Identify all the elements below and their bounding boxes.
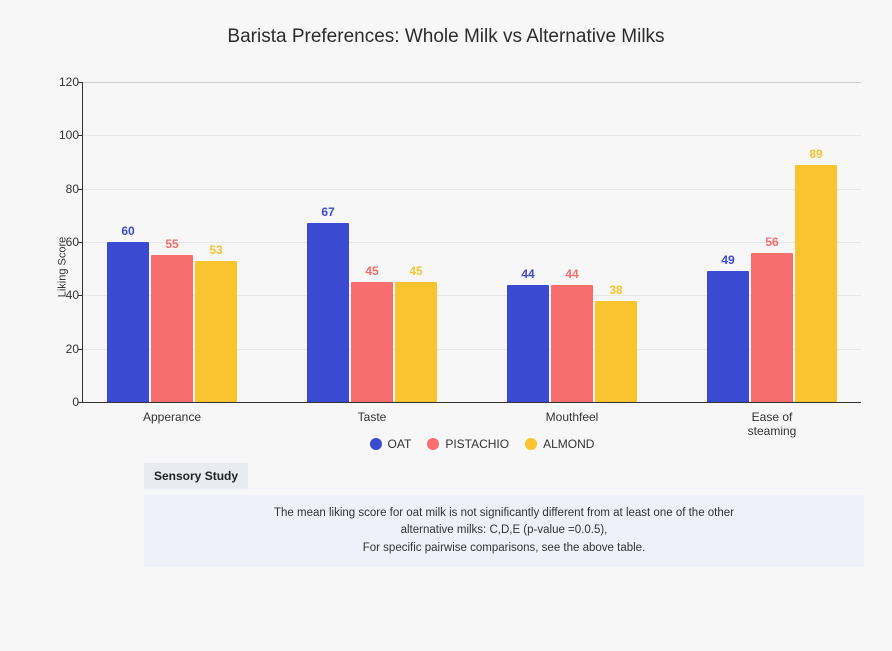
bar-value-label: 53 (209, 243, 222, 257)
legend-swatch (525, 438, 537, 450)
bar-oat: 44 (507, 285, 549, 402)
y-tick-label: 20 (49, 342, 79, 356)
x-tick-label: Apperance (143, 410, 201, 424)
y-tick-label: 80 (49, 182, 79, 196)
note-tag: Sensory Study (144, 463, 248, 489)
bar-oat: 67 (307, 223, 349, 402)
legend-label: PISTACHIO (445, 437, 509, 451)
bar-group-mouthfeel: 44 44 38 (507, 285, 637, 402)
y-tick-label: 60 (49, 235, 79, 249)
legend-swatch (370, 438, 382, 450)
bar-almond: 53 (195, 261, 237, 402)
note-line: The mean liking score for oat milk is no… (274, 507, 734, 519)
bar-group-taste: 67 45 45 (307, 223, 437, 402)
bar-value-label: 67 (321, 205, 334, 219)
legend-label: ALMOND (543, 437, 594, 451)
plot-area: 120 100 80 60 40 20 0 (82, 82, 861, 403)
bar-pistachio: 44 (551, 285, 593, 402)
bar-value-label: 45 (409, 264, 422, 278)
bar-almond: 45 (395, 282, 437, 402)
chart-area: Liking Score 120 100 80 60 40 (82, 82, 882, 451)
bar-oat: 60 (107, 242, 149, 402)
y-tick-label: 100 (49, 128, 79, 142)
legend-item-oat[interactable]: OAT (370, 437, 412, 451)
bar-value-label: 56 (765, 235, 778, 249)
chart-page: Barista Preferences: Whole Milk vs Alter… (0, 0, 892, 651)
gridline (83, 135, 861, 136)
legend-label: OAT (388, 437, 412, 451)
legend-item-almond[interactable]: ALMOND (525, 437, 594, 451)
bar-pistachio: 45 (351, 282, 393, 402)
bar-group-apperance: 60 55 53 (107, 242, 237, 402)
legend-swatch (427, 438, 439, 450)
y-tick-label: 40 (49, 288, 79, 302)
bar-almond: 38 (595, 301, 637, 402)
x-tick-label: Mouthfeel (546, 410, 599, 424)
bar-almond: 89 (795, 165, 837, 402)
bar-pistachio: 56 (751, 253, 793, 402)
note-body: The mean liking score for oat milk is no… (144, 495, 864, 567)
notes-section: Sensory Study The mean liking score for … (144, 463, 864, 567)
bar-value-label: 44 (521, 267, 534, 281)
legend: OAT PISTACHIO ALMOND (82, 437, 882, 451)
bar-pistachio: 55 (151, 255, 193, 402)
bar-value-label: 45 (365, 264, 378, 278)
bar-value-label: 38 (609, 283, 622, 297)
bar-value-label: 44 (565, 267, 578, 281)
chart-title: Barista Preferences: Whole Milk vs Alter… (24, 26, 868, 48)
legend-item-pistachio[interactable]: PISTACHIO (427, 437, 509, 451)
bar-oat: 49 (707, 271, 749, 402)
note-line: For specific pairwise comparisons, see t… (363, 542, 646, 554)
x-tick-label: Ease of steaming (728, 410, 817, 438)
bar-value-label: 55 (165, 237, 178, 251)
bar-group-steaming: 49 56 89 (707, 165, 837, 402)
bar-value-label: 60 (121, 224, 134, 238)
x-tick-label: Taste (358, 410, 387, 424)
y-tick-label: 120 (49, 75, 79, 89)
y-tick-label: 0 (49, 395, 79, 409)
bar-value-label: 49 (721, 253, 734, 267)
bar-value-label: 89 (809, 147, 822, 161)
note-line: alternative milks: C,D,E (p-value =0.0.5… (401, 524, 608, 536)
gridline (83, 82, 861, 83)
